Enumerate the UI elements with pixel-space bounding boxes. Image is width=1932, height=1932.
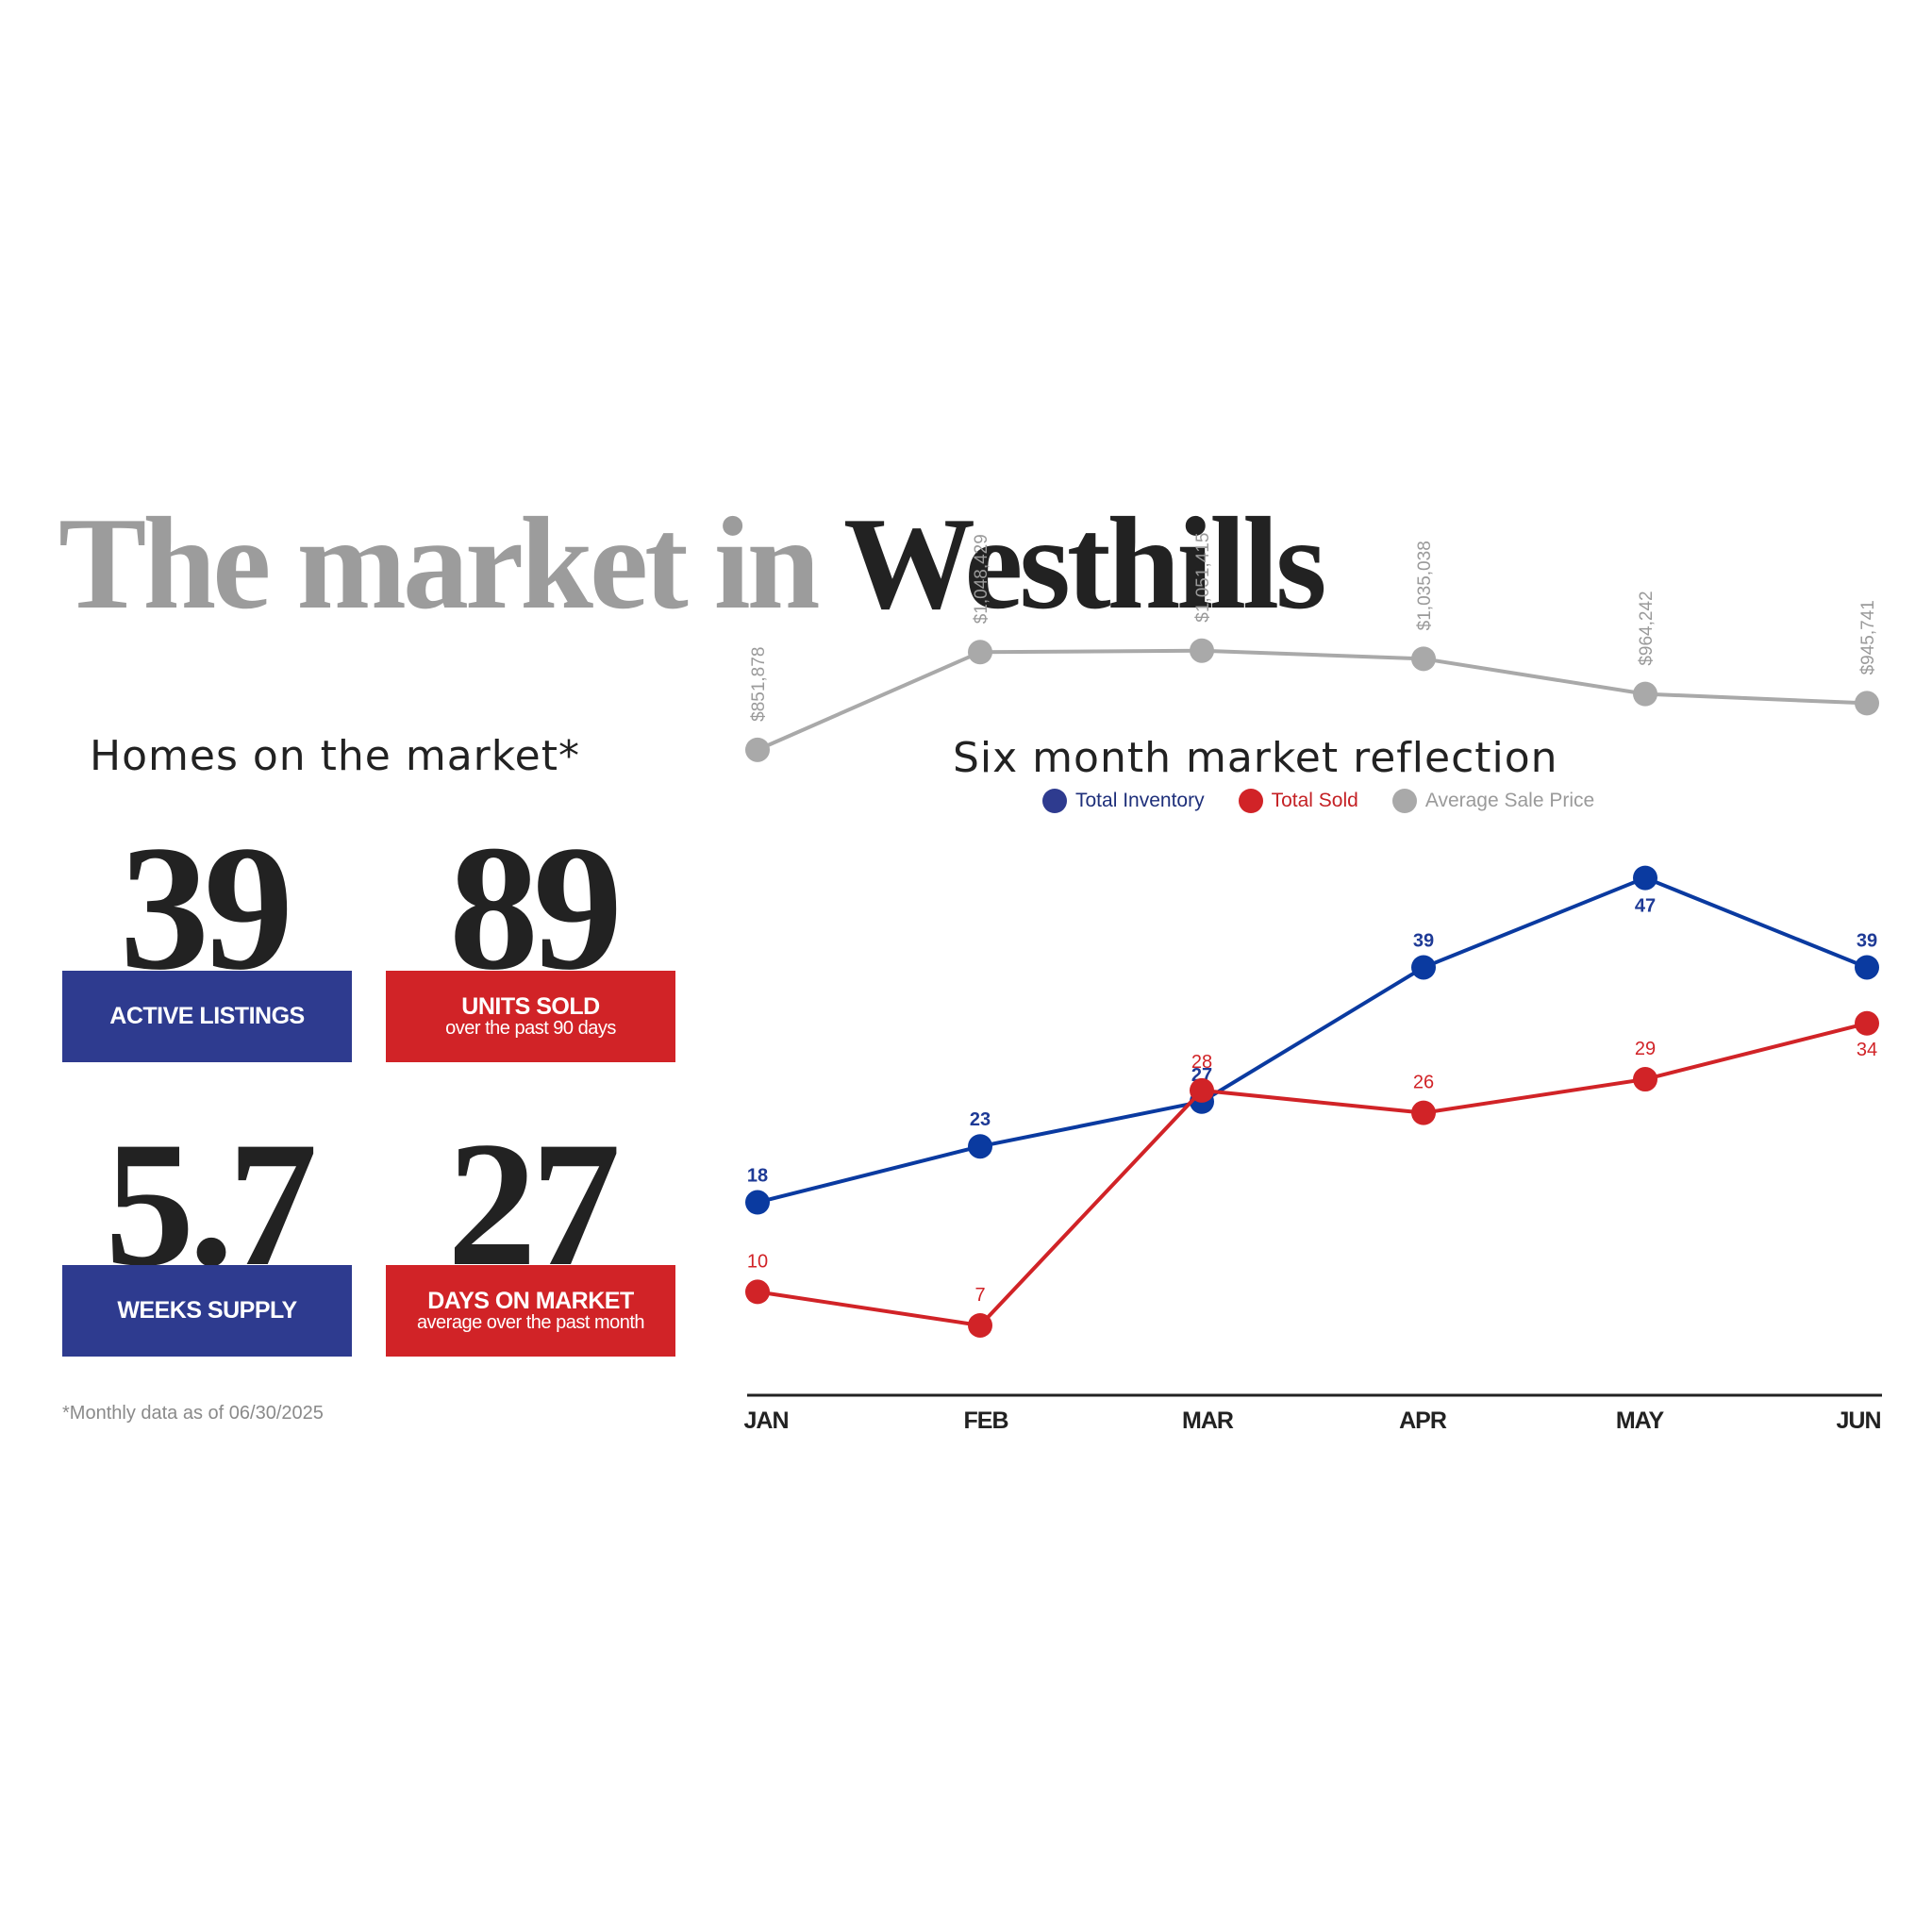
sold-data-label: 26 <box>1413 1073 1434 1093</box>
price-data-label: $945,741 <box>1858 600 1878 675</box>
stat-active-listings-label: ACTIVE LISTINGS <box>109 1003 305 1030</box>
price-data-label: $1,051,415 <box>1193 533 1213 623</box>
stat-units-sold-value: 89 <box>449 809 623 1008</box>
inventory-data-label: 39 <box>1413 930 1434 951</box>
sold-point <box>1855 1010 1879 1036</box>
sold-point <box>745 1279 770 1305</box>
legend-item-sold: Total Sold <box>1238 789 1358 813</box>
price-point <box>1855 691 1879 716</box>
legend-dot-sold <box>1238 789 1263 813</box>
inventory-line <box>757 875 1868 1205</box>
sold-line <box>757 1021 1868 1327</box>
price-point <box>1633 681 1657 707</box>
sold-point <box>968 1312 992 1338</box>
price-point <box>1411 646 1436 672</box>
chart-title: Six month market reflection <box>953 734 1558 782</box>
price-point <box>968 640 992 665</box>
title-place: Westhills <box>843 491 1327 637</box>
legend-item-inventory: Total Inventory <box>1042 789 1205 813</box>
stat-weeks-supply-label: WEEKS SUPPLY <box>117 1297 297 1324</box>
inventory-data-label: 39 <box>1857 930 1877 951</box>
x-tick-label: FEB <box>964 1407 1008 1434</box>
inventory-point <box>745 1190 770 1215</box>
inventory-point <box>1411 955 1436 980</box>
stat-units-sold-label: UNITS SOLD <box>461 992 600 1020</box>
price-data-label: $1,048,429 <box>972 534 991 624</box>
inventory-point <box>1855 955 1879 980</box>
sold-data-label: 28 <box>1191 1052 1212 1073</box>
x-tick-label: MAR <box>1182 1407 1234 1434</box>
legend-dot-inventory <box>1042 789 1067 813</box>
stat-days-on-market-box: DAYS ON MARKET average over the past mon… <box>386 1265 675 1357</box>
page-title: The market in Westhills <box>58 498 1327 630</box>
price-data-label: $851,878 <box>749 647 769 722</box>
stat-active-listings-box: ACTIVE LISTINGS <box>62 971 352 1062</box>
x-tick-label: JAN <box>743 1407 788 1434</box>
stat-units-sold-sub: over the past 90 days <box>445 1018 616 1040</box>
price-point <box>745 737 770 762</box>
inventory-data-label: 23 <box>970 1109 991 1130</box>
sold-point <box>1411 1100 1436 1125</box>
stat-units-sold-box: UNITS SOLD over the past 90 days <box>386 971 675 1062</box>
legend-label-inventory: Total Inventory <box>1075 790 1205 811</box>
legend-item-price: Average Sale Price <box>1391 789 1595 813</box>
x-tick-label: APR <box>1399 1407 1447 1434</box>
legend-label-price: Average Sale Price <box>1424 790 1595 811</box>
sold-data-label: 7 <box>974 1285 985 1306</box>
inventory-data-label: 47 <box>1635 896 1656 917</box>
stat-weeks-supply-value: 5.7 <box>105 1106 318 1304</box>
price-line <box>757 648 1868 752</box>
stat-days-on-market-label: DAYS ON MARKET <box>427 1287 634 1314</box>
stat-active-listings-value: 39 <box>120 809 293 1008</box>
inventory-data-label: 18 <box>747 1166 768 1187</box>
chart-legend: Total Inventory Total Sold Average Sale … <box>1042 789 1628 813</box>
sold-point <box>1633 1067 1657 1092</box>
stat-weeks-supply-box: WEEKS SUPPLY <box>62 1265 352 1357</box>
legend-label-sold: Total Sold <box>1271 790 1358 811</box>
price-data-label: $1,035,038 <box>1415 541 1435 630</box>
stat-days-on-market-sub: average over the past month <box>416 1312 645 1334</box>
title-prefix: The market in <box>58 491 843 637</box>
price-point <box>1190 638 1214 663</box>
x-tick-label: MAY <box>1616 1407 1665 1434</box>
sold-point <box>1190 1077 1214 1103</box>
inventory-point <box>968 1134 992 1159</box>
sold-data-label: 10 <box>747 1251 768 1272</box>
x-tick-label: JUN <box>1836 1407 1880 1434</box>
inventory-point <box>1633 865 1657 891</box>
legend-dot-price <box>1391 789 1417 813</box>
stat-days-on-market-value: 27 <box>447 1106 621 1304</box>
footnote: *Monthly data as of 06/30/2025 <box>62 1403 324 1424</box>
sold-data-label: 34 <box>1857 1040 1877 1060</box>
homes-heading: Homes on the market* <box>90 732 580 780</box>
sold-data-label: 29 <box>1635 1039 1656 1059</box>
price-data-label: $964,242 <box>1637 591 1657 665</box>
